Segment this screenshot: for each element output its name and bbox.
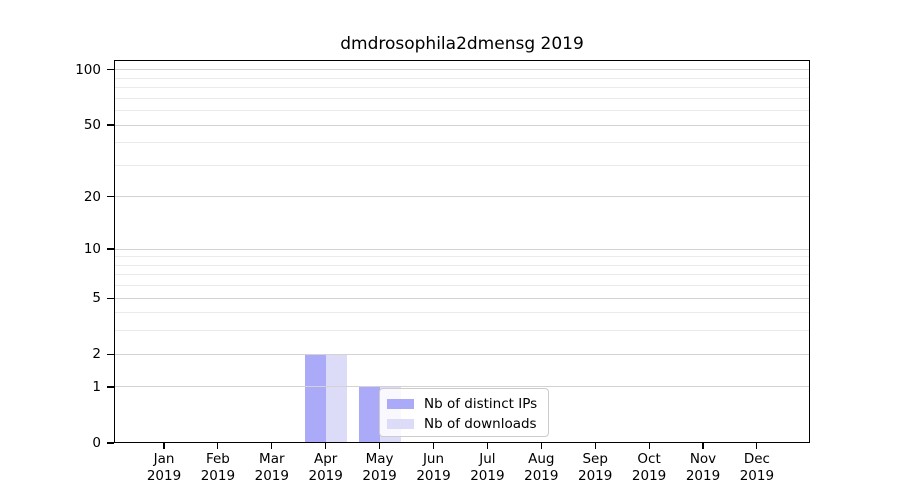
chart-title: dmdrosophila2dmensg 2019 [340, 34, 584, 54]
x-tick-label-line: 2019 [362, 468, 397, 484]
x-tick-mark-aug-2019 [540, 443, 542, 449]
gridline-major-20 [114, 196, 810, 198]
x-tick-label-line: Sep [582, 451, 608, 467]
legend-item-distinct-ips: Nb of distinct IPs [387, 394, 548, 414]
x-tick-label-line: Aug [528, 451, 555, 467]
gridline-minor-7 [114, 274, 810, 276]
y-tick-mark-10 [107, 248, 114, 250]
gridline-major-50 [114, 124, 810, 126]
x-tick-label-line: 2019 [739, 468, 775, 484]
y-tick-label-2: 2 [92, 346, 101, 363]
x-tick-mark-oct-2019 [648, 443, 650, 449]
gridline-minor-90 [114, 77, 810, 79]
legend-swatch-downloads [387, 419, 414, 429]
x-tick-label-jan-2019: Jan 2019 [136, 451, 192, 485]
x-tick-mark-jan-2019 [163, 443, 165, 449]
gridline-minor-40 [114, 142, 810, 144]
x-tick-label-feb-2019: Feb 2019 [190, 451, 246, 485]
x-tick-label-line: Feb [205, 451, 230, 467]
x-tick-label-line: 2019 [416, 468, 451, 484]
y-tick-mark-5 [107, 297, 114, 299]
gridline-minor-60 [114, 110, 810, 112]
legend-label-distinct-ips: Nb of distinct IPs [424, 396, 538, 412]
y-tick-mark-1 [107, 386, 114, 388]
y-tick-label-1: 1 [92, 378, 101, 395]
gridline-major-10 [114, 248, 810, 250]
x-tick-label-line: 2019 [308, 468, 343, 484]
gridline-major-5 [114, 297, 810, 299]
gridline-minor-70 [114, 97, 810, 99]
x-tick-label-dec-2019: Dec 2019 [729, 451, 785, 485]
x-tick-label-line: 2019 [578, 468, 613, 484]
x-tick-label-line: Oct [637, 451, 661, 467]
x-tick-label-nov-2019: Nov 2019 [675, 451, 731, 485]
x-tick-label-jun-2019: Jun 2019 [406, 451, 462, 485]
legend-label-downloads: Nb of downloads [424, 416, 537, 432]
y-tick-mark-50 [107, 124, 114, 126]
x-tick-label-line: Dec [743, 451, 770, 467]
y-tick-mark-2 [107, 353, 114, 355]
gridline-minor-9 [114, 256, 810, 258]
x-tick-label-line: 2019 [254, 468, 289, 484]
gridline-minor-80 [114, 87, 810, 89]
x-tick-label-line: Jan [153, 451, 175, 467]
gridline-minor-30 [114, 164, 810, 166]
x-tick-label-line: 2019 [685, 468, 721, 484]
x-tick-label-line: 2019 [200, 468, 236, 484]
x-tick-mark-dec-2019 [756, 443, 758, 449]
gridline-major-1 [114, 386, 810, 388]
y-tick-mark-20 [107, 196, 114, 198]
legend: Nb of distinct IPs Nb of downloads [379, 388, 549, 437]
x-tick-mark-may-2019 [379, 443, 381, 449]
y-tick-label-5: 5 [92, 290, 101, 307]
plot-area [114, 60, 810, 443]
bar-nb-of-downloads-apr-2019 [325, 354, 347, 443]
x-tick-label-mar-2019: Mar 2019 [244, 451, 300, 485]
x-tick-label-oct-2019: Oct 2019 [621, 451, 677, 485]
gridline-minor-6 [114, 285, 810, 287]
x-tick-mark-nov-2019 [702, 443, 704, 449]
x-tick-label-apr-2019: Apr 2019 [298, 451, 354, 485]
x-tick-label-aug-2019: Aug 2019 [513, 451, 569, 485]
x-tick-label-line: 2019 [146, 468, 182, 484]
legend-item-downloads: Nb of downloads [387, 414, 548, 434]
gridline-major-2 [114, 353, 810, 355]
bar-nb-of-distinct-ips-may-2019 [358, 386, 380, 443]
y-tick-mark-0 [107, 442, 114, 444]
x-tick-label-jul-2019: Jul 2019 [459, 451, 515, 485]
y-tick-label-10: 10 [83, 241, 101, 258]
y-tick-label-50: 50 [83, 117, 101, 134]
x-tick-mark-jun-2019 [432, 443, 435, 449]
x-tick-label-line: 2019 [524, 468, 559, 484]
y-tick-label-20: 20 [83, 188, 101, 205]
x-tick-label-line: May [365, 451, 394, 467]
x-tick-label-line: Jun [422, 451, 445, 467]
x-tick-mark-mar-2019 [271, 443, 273, 449]
x-tick-label-sep-2019: Sep 2019 [567, 451, 623, 485]
x-tick-label-line: Nov [689, 451, 717, 467]
gridline-minor-4 [114, 312, 810, 314]
x-tick-label-line: 2019 [470, 468, 505, 484]
x-tick-label-line: Mar [259, 451, 285, 467]
gridline-minor-3 [114, 330, 810, 332]
x-tick-mark-jul-2019 [486, 443, 488, 449]
y-tick-label-100: 100 [75, 61, 101, 78]
x-tick-mark-feb-2019 [217, 443, 219, 449]
x-tick-label-may-2019: May 2019 [352, 451, 408, 485]
x-tick-mark-sep-2019 [594, 443, 596, 449]
legend-swatch-distinct-ips [387, 399, 414, 409]
x-tick-label-line: Apr [314, 451, 338, 467]
y-tick-label-0: 0 [92, 435, 101, 451]
y-tick-mark-100 [107, 69, 114, 71]
x-tick-label-line: 2019 [631, 468, 667, 484]
gridline-minor-8 [114, 264, 810, 266]
x-tick-mark-apr-2019 [325, 443, 327, 449]
x-tick-label-line: Jul [479, 451, 496, 467]
gridline-major-100 [114, 69, 810, 71]
bar-nb-of-distinct-ips-apr-2019 [304, 354, 326, 443]
